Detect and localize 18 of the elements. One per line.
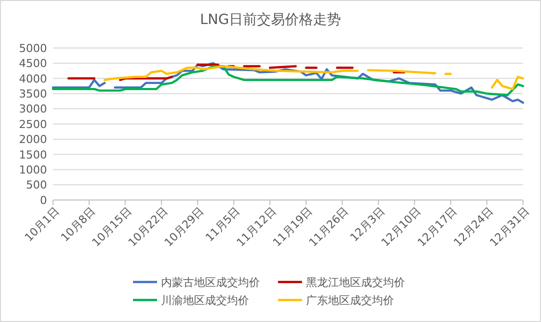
- y-tick-label: 4500: [19, 57, 47, 70]
- legend-label: 黑龙江地区成交均价: [306, 276, 405, 289]
- y-tick-label: 0: [40, 194, 47, 207]
- legend-label: 川渝地区成交均价: [161, 294, 249, 307]
- y-tick-label: 1500: [19, 148, 47, 162]
- y-tick-label: 3000: [19, 102, 47, 116]
- y-tick-label: 3500: [19, 87, 47, 100]
- chart-title: LNG日前交易价格走势: [200, 12, 342, 28]
- y-tick-label: 4000: [19, 72, 47, 86]
- y-tick-label: 2000: [19, 133, 47, 146]
- y-tick-label: 5000: [19, 42, 47, 55]
- legend-label: 广东地区成交均价: [306, 294, 394, 307]
- x-tick-label: 10月1日: [22, 204, 62, 244]
- y-tick-label: 500: [26, 178, 47, 192]
- line-series: [52, 65, 524, 96]
- legend-label: 内蒙古地区成交均价: [161, 276, 260, 289]
- y-tick-label: 1000: [19, 163, 47, 176]
- y-tick-label: 2500: [19, 118, 47, 131]
